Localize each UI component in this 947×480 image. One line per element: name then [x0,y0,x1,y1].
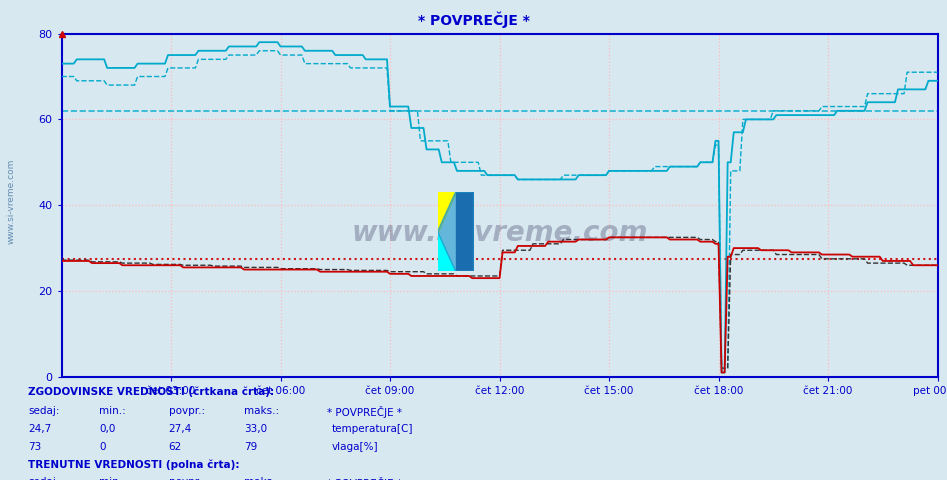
Text: min.:: min.: [99,477,126,480]
Text: 27,4: 27,4 [169,424,192,434]
Text: 24,7: 24,7 [28,424,52,434]
Polygon shape [438,192,474,271]
Text: www.si-vreme.com: www.si-vreme.com [7,159,16,244]
Text: ZGODOVINSKE VREDNOSTI (črtkana črta):: ZGODOVINSKE VREDNOSTI (črtkana črta): [28,386,275,397]
Text: temperatura[C]: temperatura[C] [331,424,413,434]
Text: maks.:: maks.: [244,477,279,480]
Text: 62: 62 [169,442,182,452]
Text: * POVPREČJE *: * POVPREČJE * [327,406,402,418]
Text: www.si-vreme.com: www.si-vreme.com [351,219,648,247]
Text: sedaj:: sedaj: [28,406,60,416]
Text: TRENUTNE VREDNOSTI (polna črta):: TRENUTNE VREDNOSTI (polna črta): [28,459,240,470]
Text: * POVPREČJE *: * POVPREČJE * [418,12,529,28]
Text: * POVPREČJE *: * POVPREČJE * [327,477,402,480]
Polygon shape [438,192,456,232]
Text: vlaga[%]: vlaga[%] [331,442,378,452]
Text: min.:: min.: [99,406,126,416]
Polygon shape [438,232,456,271]
Text: povpr.:: povpr.: [169,477,205,480]
Text: sedaj:: sedaj: [28,477,60,480]
Text: 0,0: 0,0 [99,424,116,434]
Text: 79: 79 [244,442,258,452]
Text: povpr.:: povpr.: [169,406,205,416]
Polygon shape [456,192,474,271]
Text: 33,0: 33,0 [244,424,267,434]
Text: 73: 73 [28,442,42,452]
Text: 0: 0 [99,442,106,452]
Text: maks.:: maks.: [244,406,279,416]
